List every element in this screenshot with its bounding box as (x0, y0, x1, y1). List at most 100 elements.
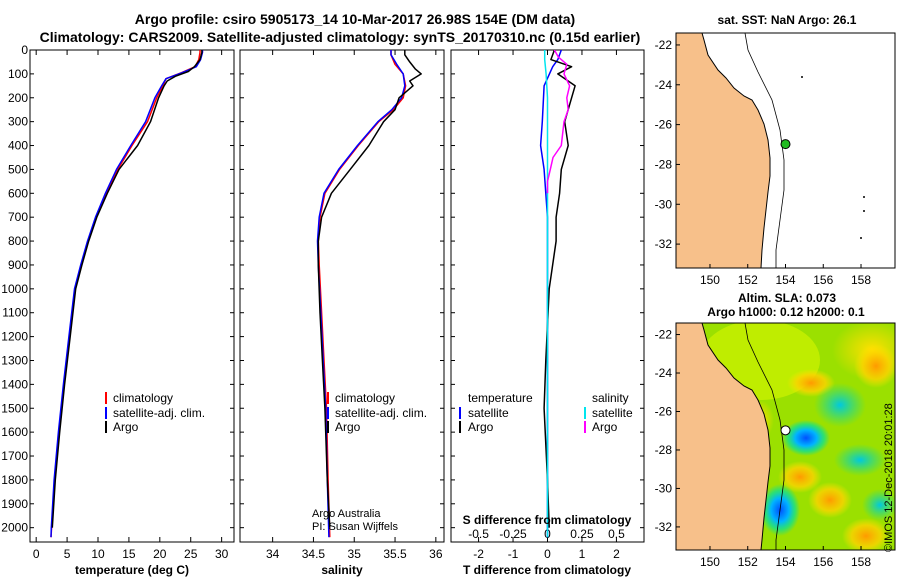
sla-blob (778, 461, 822, 493)
lat-tick-label: -32 (655, 237, 673, 251)
x-tick-label: 35.5 (383, 547, 407, 561)
x-tick-label: 36 (429, 547, 443, 561)
sst-island (863, 210, 865, 212)
depth-tick-label: 300 (8, 115, 28, 129)
x-tick-label: 34.5 (302, 547, 326, 561)
s-diff-tick-label: -0.25 (499, 527, 527, 541)
s-diff-tick-label: -0.5 (468, 527, 489, 541)
depth-tick-label: 900 (8, 258, 28, 272)
lat-tick-label: -30 (655, 197, 673, 211)
depth-tick-label: 1000 (1, 282, 28, 296)
lon-tick-label: 152 (738, 555, 758, 569)
depth-tick-label: 1400 (1, 377, 28, 391)
sst-map-area (676, 33, 895, 268)
sla-map-title-1: Altim. SLA: 0.073 (738, 291, 836, 305)
depth-tick-label: 500 (8, 162, 28, 176)
series-line-s-satellite (543, 50, 549, 538)
sst-island (801, 76, 803, 78)
depth-tick-label: 1800 (1, 473, 28, 487)
salinity-panel-frame (239, 49, 445, 543)
lat-tick-label: -28 (655, 157, 673, 171)
legend-s-satellite: satellite (592, 406, 633, 420)
salinity-legend: climatology satellite-adj. clim. Argo Ar… (312, 391, 427, 533)
sla-blob (862, 489, 895, 521)
lon-tick-label: 158 (851, 555, 871, 569)
sla-map-area (676, 323, 895, 550)
sla-blob (854, 344, 895, 388)
depth-tick-label: 2000 (1, 521, 28, 535)
lat-tick-label: -30 (655, 481, 673, 495)
x-tick-label: 0 (544, 547, 551, 561)
x-tick-label: 0 (33, 547, 40, 561)
legend-satellite: satellite-adj. clim. (335, 406, 427, 420)
x-tick-label: -2 (473, 547, 484, 561)
legend-t-satellite: satellite (468, 406, 509, 420)
s-diff-tick-label: 0.5 (608, 527, 625, 541)
temperature-legend: climatology satellite-adj. clim. Argo (105, 391, 205, 434)
t-difference-xlabel: T difference from climatology (463, 563, 631, 577)
depth-tick-label: 1900 (1, 497, 28, 511)
depth-tick-label: 1700 (1, 449, 28, 463)
depth-tick-label: 800 (8, 234, 28, 248)
x-tick-label: 20 (153, 547, 167, 561)
depth-tick-label: 200 (8, 91, 28, 105)
sst-island (863, 196, 865, 198)
depth-tick-label: 0 (21, 43, 28, 57)
lon-tick-label: 158 (851, 273, 871, 287)
x-tick-label: 10 (91, 547, 105, 561)
legend-salinity-heading: salinity (592, 391, 629, 405)
credit-line-1: Argo Australia (312, 508, 381, 520)
sla-blob (808, 482, 852, 518)
sst-float-marker (780, 139, 791, 150)
depth-tick-label: 1200 (1, 330, 28, 344)
depth-tick-label: 600 (8, 186, 28, 200)
temperature-panel-frame (29, 49, 235, 543)
sla-map-title-2: Argo h1000: 0.12 h2000: 0.1 (707, 305, 865, 319)
sla-blob (842, 518, 890, 550)
x-tick-label: 1 (579, 547, 586, 561)
lon-tick-label: 150 (700, 273, 720, 287)
temperature-series (50, 50, 204, 538)
legend-climatology: climatology (335, 391, 395, 405)
series-line-argo (51, 50, 203, 528)
depth-tick-label: 400 (8, 139, 28, 153)
lat-tick-label: -24 (655, 78, 673, 92)
sla-map-ticks: 150 152 154 156 158 -22 -24 -26 -28 -30 -32 (655, 328, 872, 569)
lon-tick-label: 150 (700, 555, 720, 569)
title-line-1: Argo profile: csiro 5905173_14 10-Mar-20… (135, 11, 575, 27)
lat-tick-label: -26 (655, 118, 673, 132)
lon-tick-label: 156 (813, 273, 833, 287)
difference-series (539, 50, 576, 538)
lon-tick-label: 156 (813, 555, 833, 569)
sla-float-marker (780, 425, 791, 436)
temperature-xlabel: temperature (deg C) (75, 563, 189, 577)
salinity-series (316, 50, 422, 538)
sst-land-australia (676, 33, 771, 268)
sla-blob (782, 420, 830, 456)
depth-tick-label: 700 (8, 210, 28, 224)
lat-tick-label: -28 (655, 443, 673, 457)
sst-map-title: sat. SST: NaN Argo: 26.1 (718, 13, 857, 27)
s-difference-label: S difference from climatology (463, 513, 632, 527)
lat-tick-label: -32 (655, 520, 673, 534)
depth-tick-label: 1300 (1, 353, 28, 367)
series-line-satellite-adj-clim- (50, 50, 204, 538)
legend-climatology: climatology (113, 391, 173, 405)
x-tick-label: 5 (64, 547, 71, 561)
sla-land-australia (676, 323, 771, 550)
series-line-t-satellite (539, 50, 563, 538)
legend-argo: Argo (113, 420, 139, 434)
lon-tick-label: 154 (775, 555, 795, 569)
sla-blob (834, 444, 886, 476)
credit-line-2: PI: Susan Wijffels (312, 521, 398, 533)
legend-t-argo: Argo (468, 420, 494, 434)
s-diff-tick-label: 0.25 (570, 527, 594, 541)
legend-argo: Argo (335, 420, 361, 434)
depth-tick-label: 1100 (2, 306, 28, 320)
x-tick-label: -1 (508, 547, 519, 561)
sst-island (860, 237, 862, 239)
depth-axis-labels: 0 100 200 300 400 500 600 700 800 900 1000 1100 1200… (1, 43, 28, 535)
salinity-xlabel: salinity (321, 563, 363, 577)
series-line-t-argo (543, 50, 576, 528)
